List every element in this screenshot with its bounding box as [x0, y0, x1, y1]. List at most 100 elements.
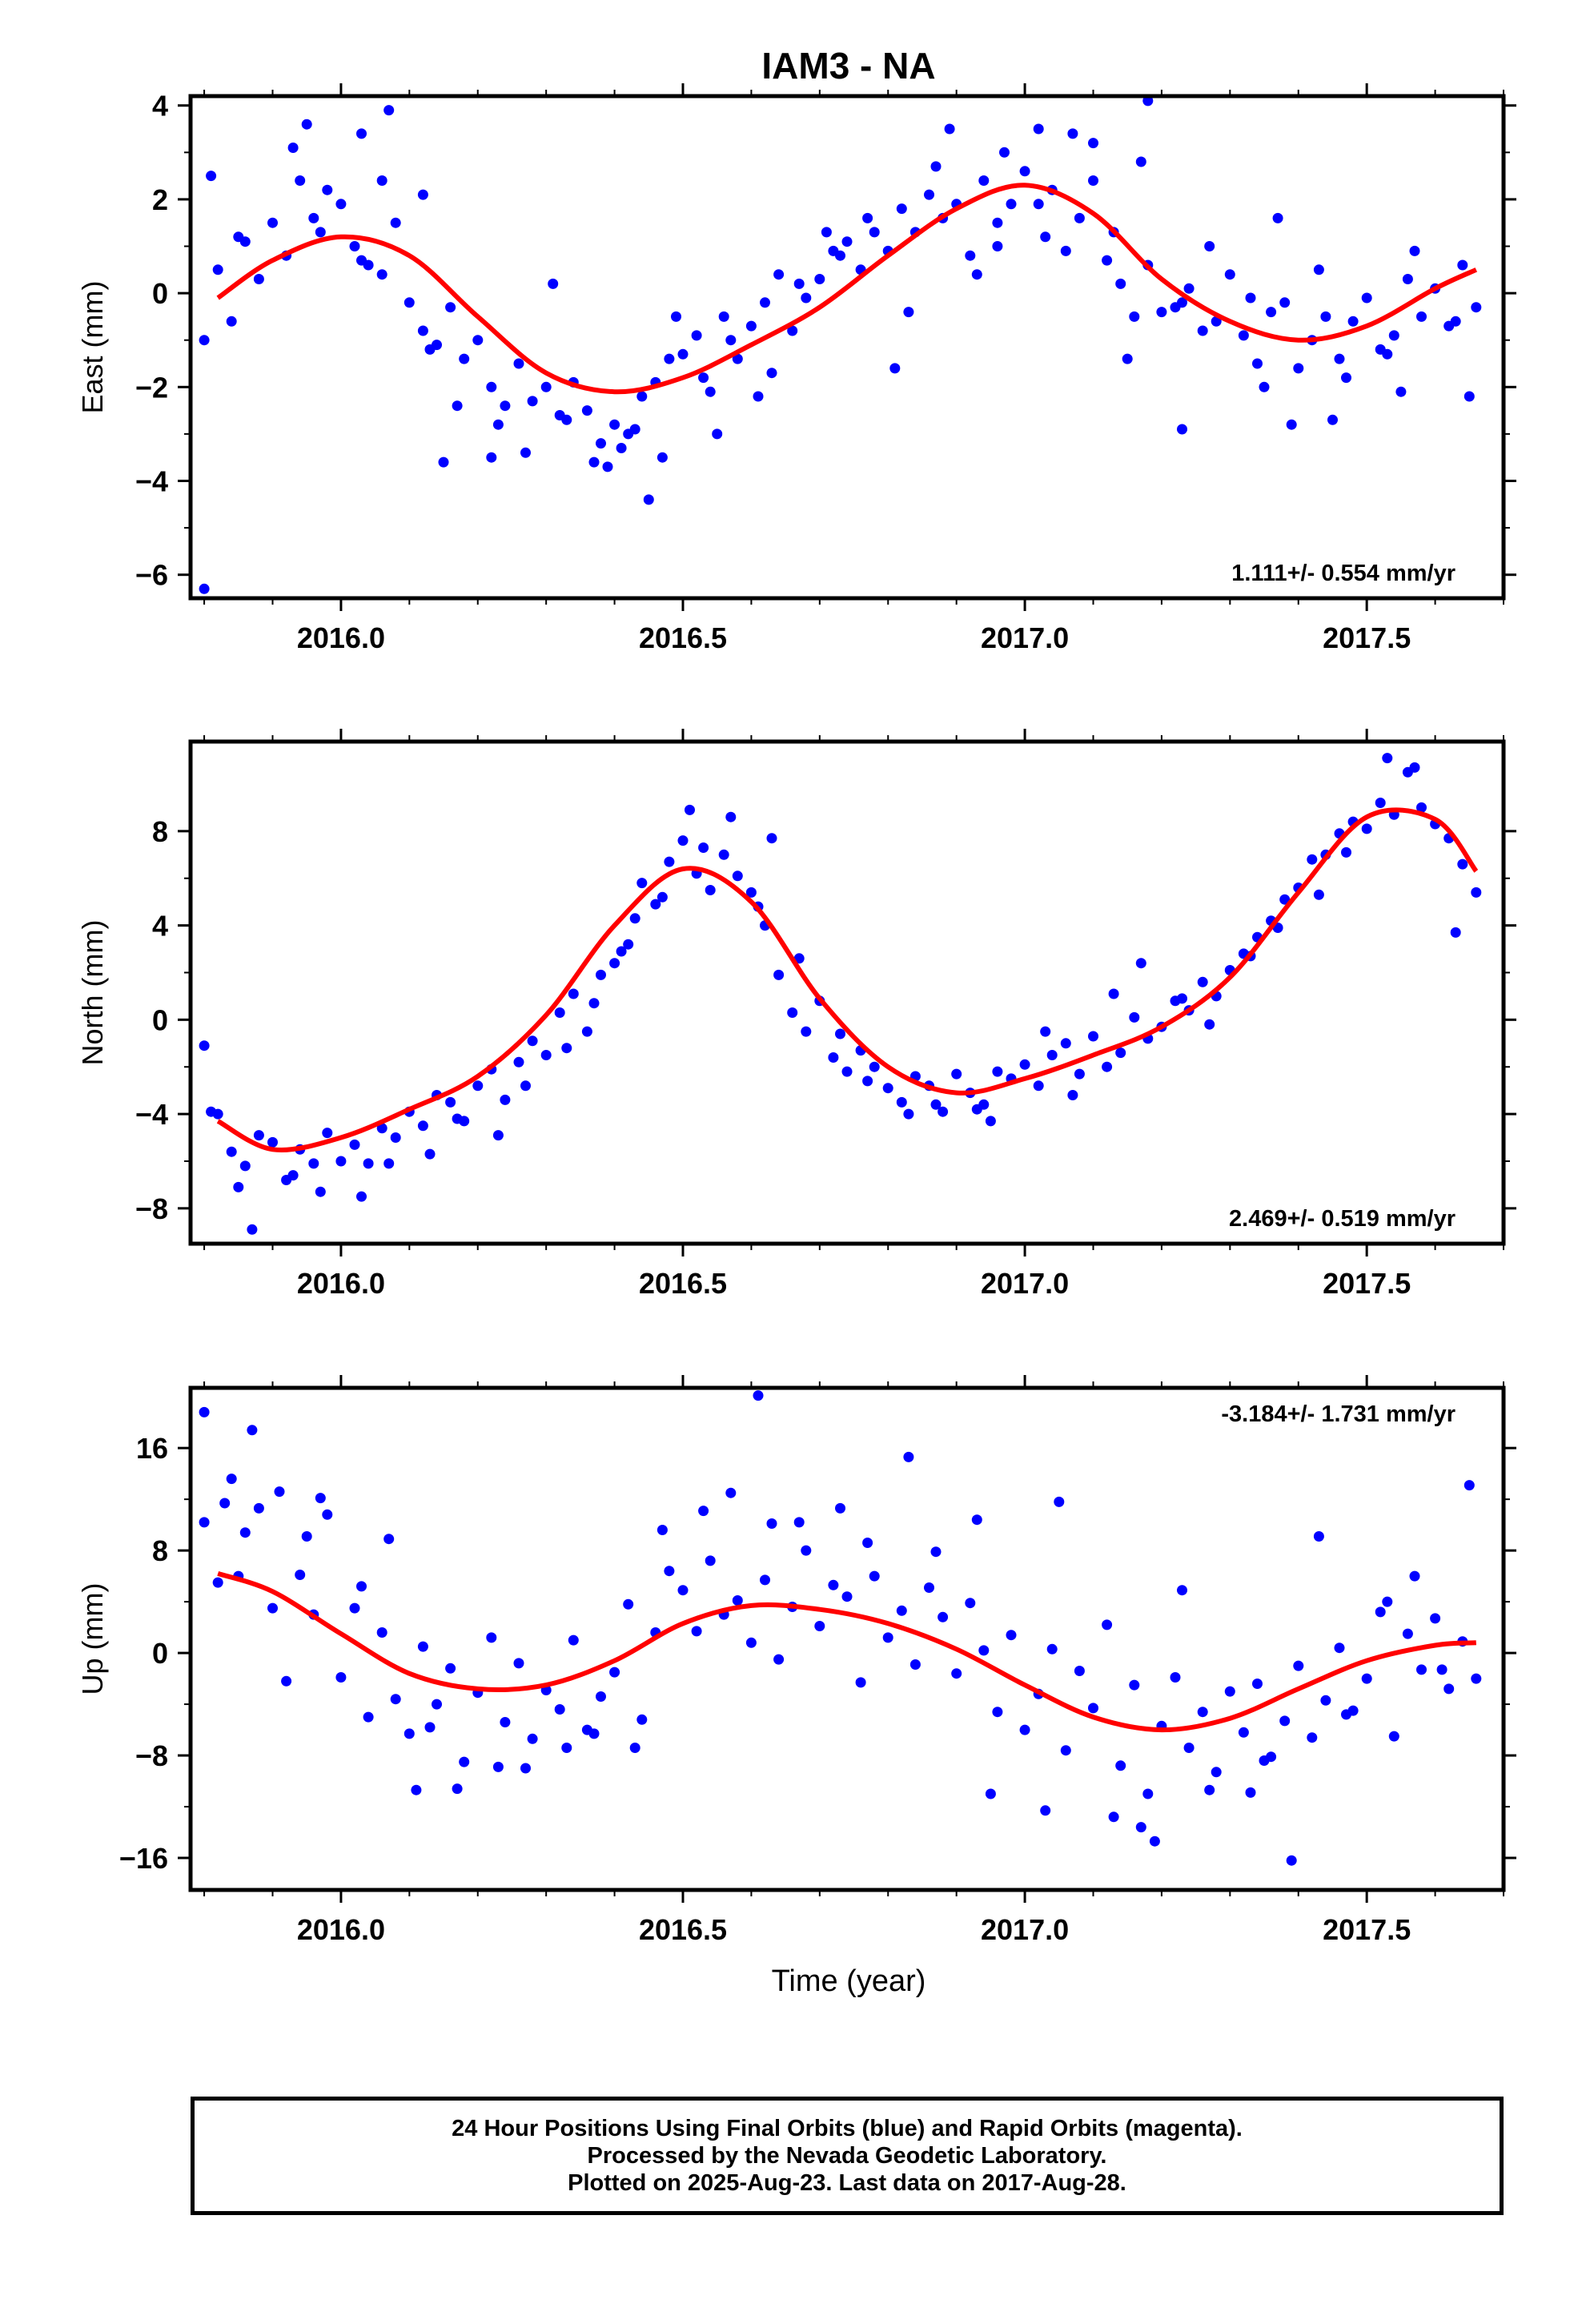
data-point-up [432, 1699, 442, 1710]
data-point-up [1183, 1743, 1195, 1753]
data-point-north [896, 1096, 907, 1108]
data-point-north [349, 1139, 360, 1150]
data-point-north [472, 1080, 484, 1092]
data-point-up [773, 1654, 785, 1665]
data-point-east [725, 335, 737, 346]
data-point-north [383, 1158, 395, 1169]
data-point-up [828, 1579, 839, 1590]
data-point-up [1286, 1855, 1297, 1866]
data-point-north [992, 1066, 1003, 1077]
data-point-east [602, 461, 613, 472]
data-point-up [1341, 1709, 1351, 1720]
data-point-east [1115, 278, 1126, 289]
data-point-north [356, 1191, 367, 1202]
data-point-up [417, 1641, 428, 1652]
data-point-up [745, 1637, 757, 1648]
data-point-east [821, 227, 832, 238]
data-point-up [520, 1763, 531, 1774]
data-point-east [793, 278, 805, 289]
data-point-north [308, 1158, 319, 1169]
data-point-up [971, 1514, 982, 1526]
data-point-up [1019, 1724, 1030, 1735]
data-point-east [1395, 386, 1407, 397]
data-point-east [732, 353, 743, 364]
data-point-up [452, 1783, 463, 1795]
data-point-up [951, 1668, 962, 1679]
data-point-north [1177, 993, 1187, 1004]
data-point-up [855, 1677, 866, 1688]
footer-line-2: Processed by the Nevada Geodetic Laborat… [587, 2143, 1107, 2169]
data-point-north [445, 1096, 456, 1108]
data-point-north [540, 1050, 552, 1060]
data-point-east [616, 443, 627, 453]
data-point-north [801, 1026, 812, 1037]
data-point-east [1019, 166, 1030, 177]
data-point-east [1238, 330, 1249, 341]
data-point-north [951, 1068, 962, 1080]
data-point-east [1067, 128, 1078, 139]
data-point-north [1102, 1061, 1113, 1072]
data-point-up [554, 1704, 565, 1715]
data-point-north [1074, 1068, 1085, 1080]
data-point-east [356, 255, 367, 266]
data-point-north [1033, 1080, 1044, 1092]
data-point-north [527, 1035, 538, 1047]
data-point-east [445, 302, 456, 313]
data-point-up [835, 1502, 845, 1514]
data-point-east [1409, 245, 1420, 256]
data-point-east [212, 264, 223, 275]
data-point-up [705, 1555, 716, 1566]
data-point-up [301, 1531, 312, 1542]
data-point-north [568, 988, 579, 999]
data-point-east [1464, 391, 1475, 402]
data-point-east [1224, 269, 1235, 280]
data-point-east [1361, 292, 1372, 304]
data-point-up [760, 1574, 770, 1586]
x-tick-label: 2017.5 [1323, 1913, 1411, 1946]
data-point-east [718, 311, 729, 322]
data-point-north [581, 1026, 592, 1037]
data-point-up [1430, 1613, 1441, 1624]
data-point-up [1204, 1784, 1215, 1795]
data-point-north [841, 1066, 853, 1077]
data-point-east [1006, 199, 1017, 210]
data-point-north [1307, 854, 1318, 865]
fit-curve-north [216, 807, 1479, 1152]
data-point-north [745, 887, 757, 898]
x-tick-label: 2017.0 [981, 1913, 1069, 1946]
data-point-up [1238, 1727, 1249, 1738]
data-point-up [1129, 1679, 1140, 1691]
footer-box: 24 Hour Positions Using Final Orbits (bl… [191, 2097, 1504, 2215]
data-point-up [909, 1659, 921, 1670]
data-point-east [199, 583, 210, 594]
x-tick-label: 2017.0 [981, 621, 1069, 654]
data-point-up [609, 1667, 620, 1678]
data-point-up [411, 1784, 422, 1795]
data-point-up [219, 1498, 231, 1509]
data-point-east [233, 231, 244, 243]
data-point-up [212, 1577, 223, 1588]
data-point-north [1450, 927, 1461, 938]
data-point-north [664, 856, 675, 867]
y-axis-label-east: East (mm) [76, 281, 109, 414]
data-point-up [226, 1474, 237, 1485]
data-point-up [896, 1605, 907, 1616]
data-point-east [992, 217, 1003, 228]
data-point-up [862, 1538, 873, 1548]
data-point-east [472, 335, 484, 346]
data-point-east [1197, 325, 1208, 336]
data-point-east [1341, 372, 1351, 384]
y-tick-label: 0 [152, 1637, 168, 1670]
x-tick-label: 2016.0 [297, 1913, 385, 1946]
data-point-north [787, 1007, 798, 1018]
data-point-north [561, 1043, 572, 1054]
panel-north: 2016.0 2016.5 2017.0 2017.5 8 4 0 −4 −8 North (m… [76, 729, 1516, 1300]
data-point-up [1436, 1664, 1447, 1675]
rate-label-up: -3.184+/- 1.731 mm/yr [1221, 1401, 1456, 1427]
data-point-up [253, 1502, 264, 1514]
y-tick-label: −4 [135, 1098, 168, 1131]
data-point-east [1060, 245, 1071, 256]
data-point-north [315, 1186, 326, 1197]
data-point-east [841, 236, 853, 247]
